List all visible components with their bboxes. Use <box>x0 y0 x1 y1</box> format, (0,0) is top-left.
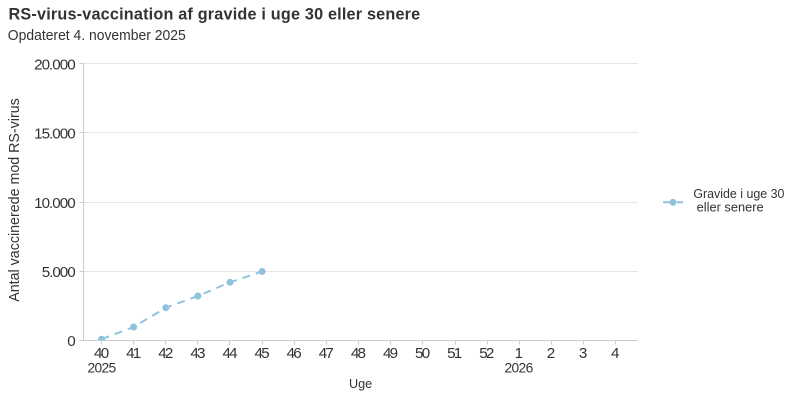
svg-text:48: 48 <box>351 345 366 362</box>
svg-text:20.000: 20.000 <box>34 57 76 74</box>
svg-text:51: 51 <box>447 345 462 362</box>
svg-text:43: 43 <box>190 345 205 362</box>
svg-text:3: 3 <box>579 345 587 362</box>
svg-text:42: 42 <box>158 345 173 362</box>
svg-text:Antal vaccinerede mod RS-virus: Antal vaccinerede mod RS-virus <box>6 98 23 302</box>
svg-text:44: 44 <box>222 345 237 362</box>
svg-text:2025: 2025 <box>88 361 117 376</box>
svg-text:15.000: 15.000 <box>34 126 76 143</box>
svg-text:5.000: 5.000 <box>42 264 76 281</box>
svg-text:0: 0 <box>67 333 75 350</box>
svg-text:Opdateret 4. november 2025: Opdateret 4. november 2025 <box>8 28 186 44</box>
svg-text:eller senere: eller senere <box>697 201 764 215</box>
svg-text:2026: 2026 <box>505 361 534 376</box>
svg-text:10.000: 10.000 <box>34 195 76 212</box>
svg-text:1: 1 <box>515 345 523 362</box>
svg-text:45: 45 <box>255 345 270 362</box>
svg-text:47: 47 <box>319 345 334 362</box>
svg-text:2: 2 <box>547 345 555 362</box>
svg-text:RS-virus-vaccination af gravid: RS-virus-vaccination af gravide i uge 30… <box>9 6 421 24</box>
svg-text:50: 50 <box>415 345 430 362</box>
svg-text:Gravide i uge 30: Gravide i uge 30 <box>693 187 784 201</box>
svg-text:40: 40 <box>94 345 109 362</box>
svg-text:41: 41 <box>126 345 141 362</box>
svg-text:Uge: Uge <box>349 376 372 391</box>
svg-text:52: 52 <box>479 345 494 362</box>
svg-text:46: 46 <box>287 345 302 362</box>
svg-text:49: 49 <box>383 345 398 362</box>
svg-text:4: 4 <box>611 345 619 362</box>
